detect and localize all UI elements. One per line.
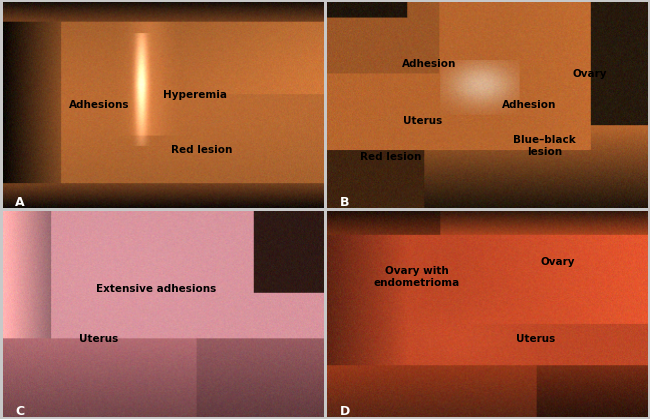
Text: Ovary with
endometrioma: Ovary with endometrioma [374, 266, 460, 288]
Text: C: C [16, 405, 25, 418]
Text: Red lesion: Red lesion [360, 152, 422, 162]
Text: B: B [340, 196, 349, 209]
Text: Adhesion: Adhesion [502, 100, 556, 110]
Text: Uterus: Uterus [515, 334, 555, 344]
Text: A: A [16, 196, 25, 209]
Text: Adhesion: Adhesion [402, 59, 457, 69]
Text: Adhesions: Adhesions [68, 100, 129, 110]
Text: Uterus: Uterus [404, 116, 443, 127]
Text: Ovary: Ovary [573, 69, 607, 79]
Text: D: D [340, 405, 350, 418]
Text: Uterus: Uterus [79, 334, 118, 344]
Text: Blue–black
lesion: Blue–black lesion [514, 135, 576, 157]
Text: Ovary: Ovary [540, 257, 575, 267]
Text: Hyperemia: Hyperemia [163, 90, 227, 100]
Text: Extensive adhesions: Extensive adhesions [96, 284, 216, 294]
Text: Red lesion: Red lesion [170, 145, 232, 155]
